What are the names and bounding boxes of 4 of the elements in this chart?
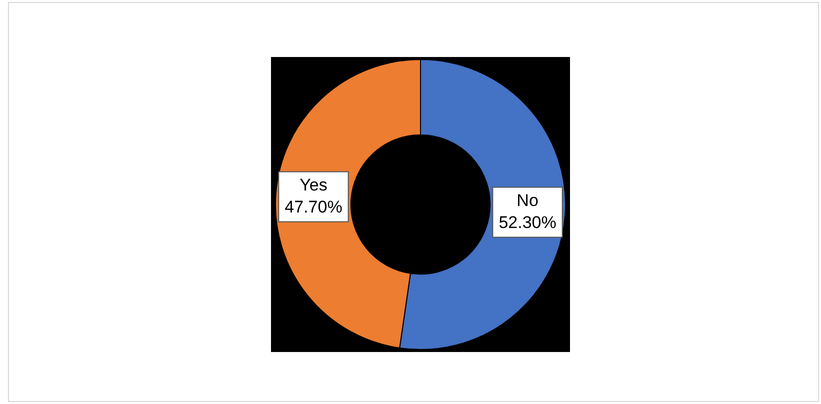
data-label: 52.30% xyxy=(498,212,556,232)
data-label: 47.70% xyxy=(284,197,342,216)
slice-label: Yes xyxy=(300,175,328,194)
slice-label: No xyxy=(516,190,538,210)
